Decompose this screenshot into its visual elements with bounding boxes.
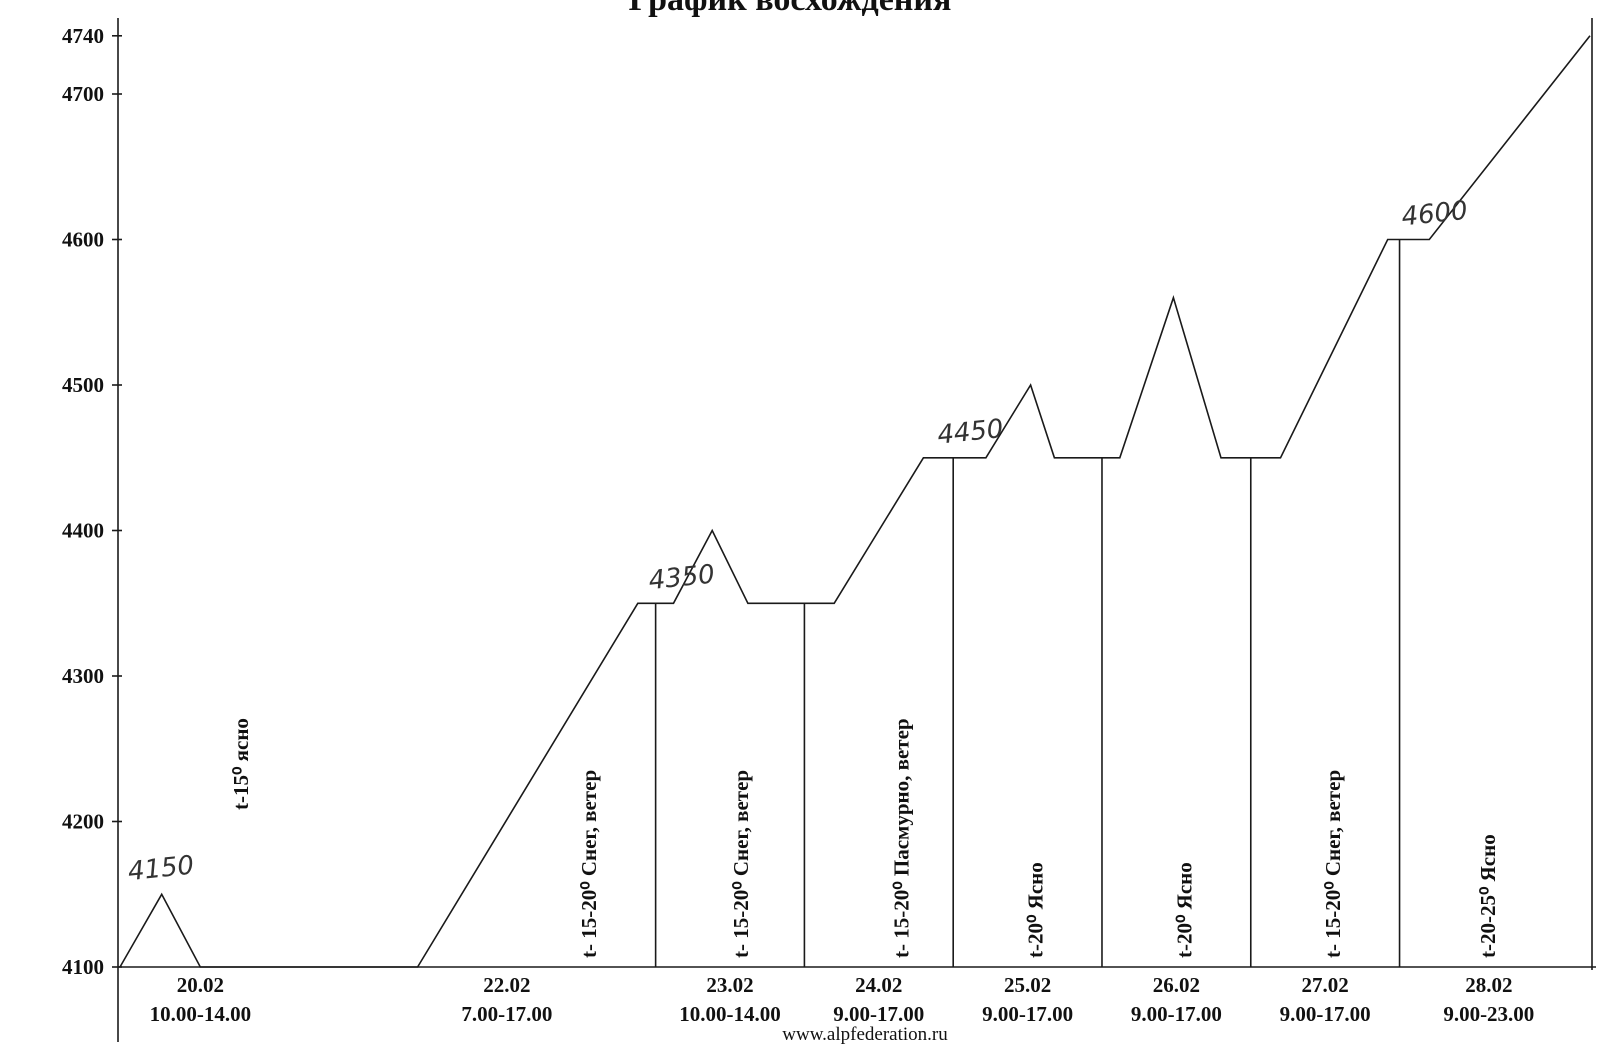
- altitude-label: 4350: [647, 559, 716, 596]
- weather-annotation: t-20-25⁰ Ясно: [1476, 834, 1500, 958]
- x-date-label: 27.02: [1302, 973, 1349, 997]
- y-tick-label: 4300: [62, 664, 104, 688]
- weather-annotation: t-20⁰ Ясно: [1023, 862, 1047, 958]
- x-time-label: 9.00-17.00: [982, 1002, 1073, 1026]
- weather-annotation: t- 15-20⁰ Снег, ветер: [577, 770, 601, 958]
- y-tick-label: 4200: [62, 810, 104, 834]
- x-date-label: 22.02: [483, 973, 530, 997]
- weather-annotation: t- 15-20⁰ Снег, ветер: [729, 770, 753, 958]
- weather-annotation: t-15⁰ ясно: [229, 718, 253, 810]
- x-time-label: 7.00-17.00: [461, 1002, 552, 1026]
- altitude-label: 4450: [936, 414, 1005, 451]
- y-tick-label: 4600: [62, 228, 104, 252]
- weather-annotation: t- 15-20⁰ Снег, ветер: [1321, 770, 1345, 958]
- weather-annotation: t-20⁰ Ясно: [1172, 862, 1196, 958]
- y-tick-label: 4740: [62, 24, 104, 48]
- x-time-label: 9.00-17.00: [1131, 1002, 1222, 1026]
- x-date-label: 25.02: [1004, 973, 1051, 997]
- chart-title: График восхождения: [629, 0, 952, 18]
- x-date-label: 23.02: [706, 973, 753, 997]
- x-time-label: 9.00-17.00: [1280, 1002, 1371, 1026]
- altitude-label: 4150: [127, 850, 196, 887]
- x-date-label: 24.02: [855, 973, 902, 997]
- x-time-label: 10.00-14.00: [150, 1002, 252, 1026]
- x-time-label: 9.00-17.00: [833, 1002, 924, 1026]
- elevation-profile-line: [119, 35, 1591, 968]
- y-tick-label: 4100: [62, 955, 104, 979]
- altitude-label: 4600: [1400, 196, 1469, 233]
- footer-url: www.alpfederation.ru: [782, 1024, 948, 1045]
- y-tick-label: 4400: [62, 519, 104, 543]
- y-tick-label: 4500: [62, 373, 104, 397]
- x-date-label: 20.02: [177, 973, 224, 997]
- x-time-label: 9.00-23.00: [1443, 1002, 1534, 1026]
- x-date-label: 26.02: [1153, 973, 1200, 997]
- x-time-label: 10.00-14.00: [679, 1002, 781, 1026]
- x-date-label: 28.02: [1465, 973, 1512, 997]
- weather-annotation: t- 15-20⁰ Пасмурно, ветер: [890, 718, 914, 958]
- y-tick-label: 4700: [62, 82, 104, 106]
